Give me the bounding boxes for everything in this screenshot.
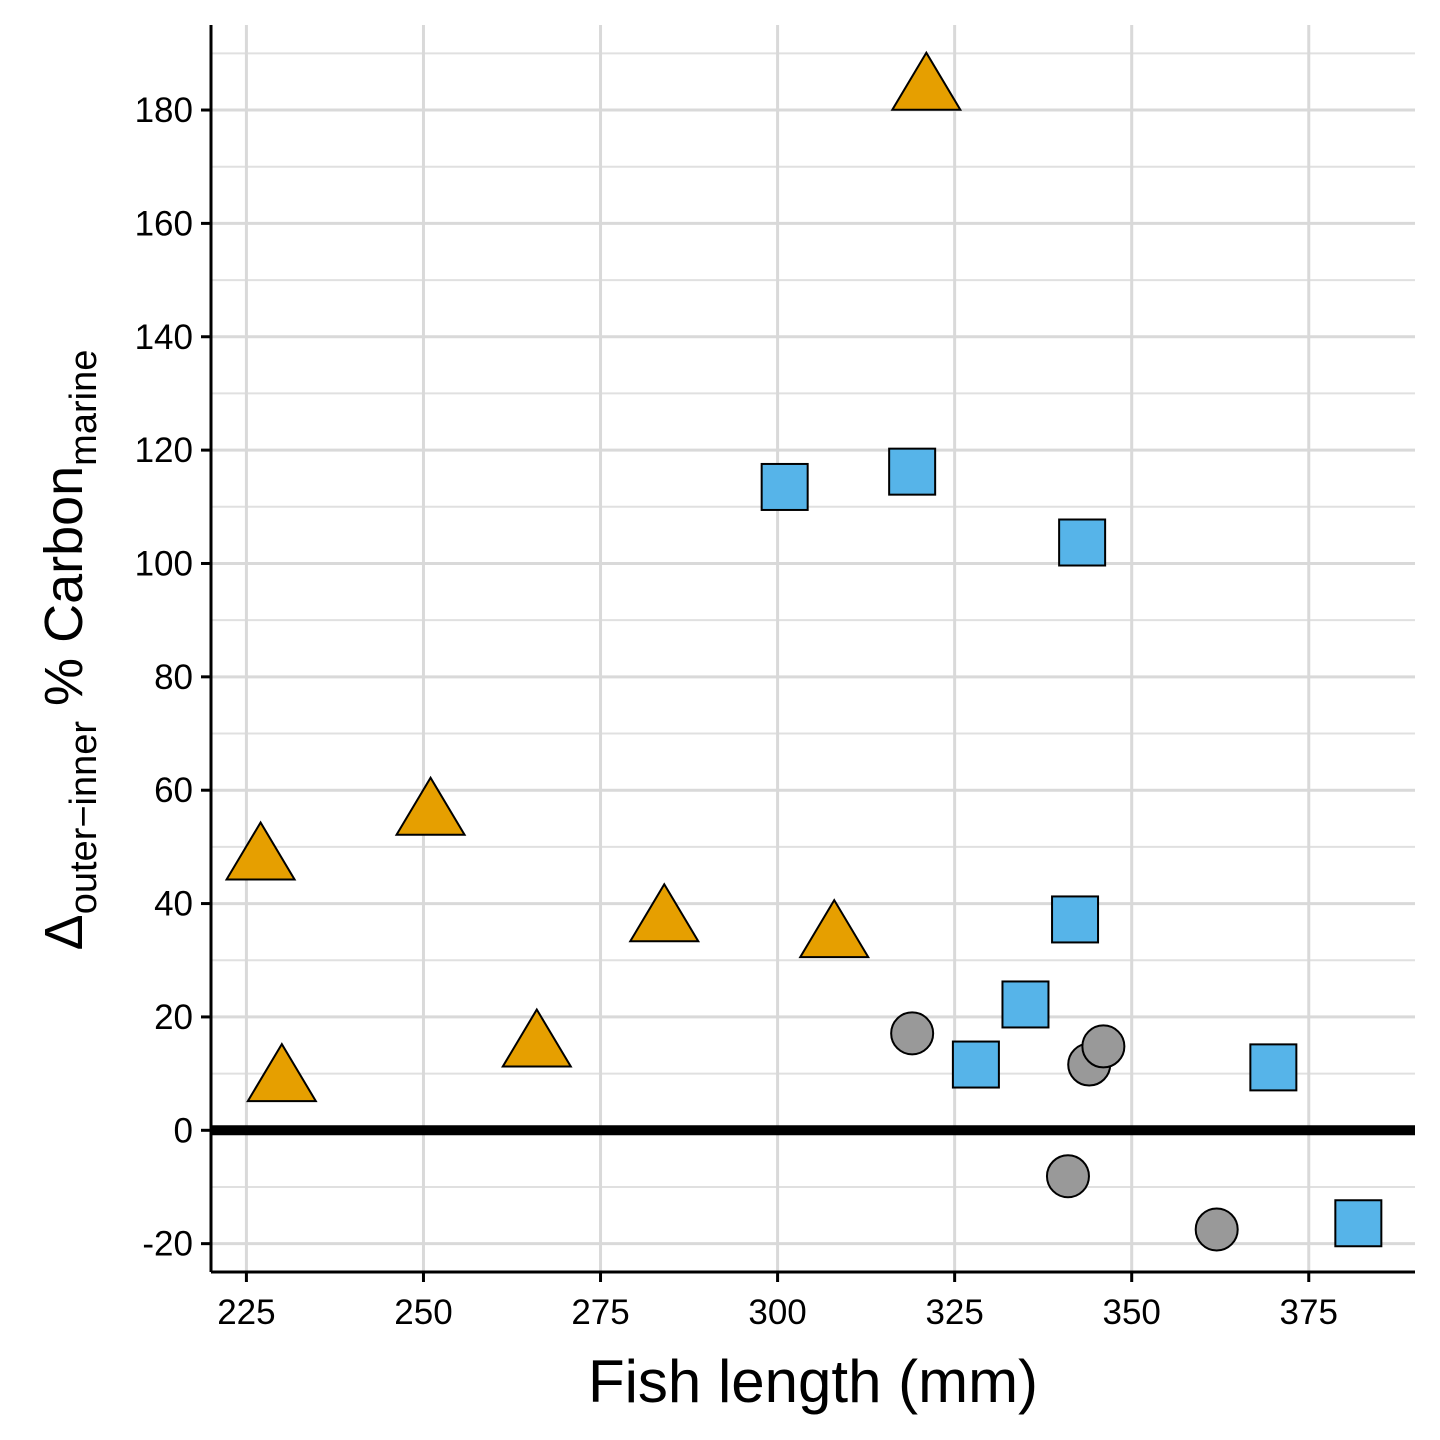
x-tick-label: 225 — [217, 1293, 275, 1332]
y-tick-label: 80 — [154, 658, 193, 697]
y-tick-label: 40 — [154, 885, 193, 924]
triangle-point — [394, 775, 467, 836]
y-axis-title: Δouter−inner % Carbonmarine — [34, 350, 105, 951]
y-tick-label: 160 — [135, 204, 193, 243]
y-title-sub: outer−inner — [63, 721, 105, 915]
y-tick-label: 60 — [154, 771, 193, 810]
triangle-point — [628, 882, 701, 943]
x-tick-label: 300 — [748, 1293, 806, 1332]
square-point — [760, 462, 809, 511]
y-tick-label: 120 — [135, 431, 193, 470]
square-point — [1334, 1199, 1383, 1248]
y-title-delta: Δ — [34, 914, 94, 950]
y-title-sub: marine — [63, 350, 105, 466]
y-title-main: % Carbon — [34, 466, 94, 721]
y-tick-label: 140 — [135, 318, 193, 357]
circle-point — [890, 1011, 935, 1056]
y-tick-label: 20 — [154, 998, 193, 1037]
triangle-point — [890, 50, 963, 111]
square-point — [1051, 895, 1100, 944]
y-tick-label: -20 — [142, 1225, 193, 1264]
square-point — [951, 1040, 1000, 1089]
triangle-point — [798, 898, 871, 959]
y-tick-label: 180 — [135, 91, 193, 130]
square-point — [1058, 518, 1107, 567]
circle-point — [1081, 1024, 1126, 1069]
triangle-point — [246, 1042, 318, 1103]
x-tick-label: 325 — [925, 1293, 983, 1332]
circle-point — [1045, 1154, 1090, 1199]
circle-point — [1194, 1207, 1239, 1252]
square-point — [1001, 980, 1050, 1029]
y-tick-label: 100 — [135, 544, 193, 583]
triangle-point — [501, 1007, 573, 1068]
x-axis-title: Fish length (mm) — [588, 1348, 1038, 1415]
square-point — [1249, 1043, 1298, 1092]
x-tick-label: 250 — [394, 1293, 452, 1332]
triangle-point — [224, 820, 297, 881]
x-tick-label: 275 — [571, 1293, 629, 1332]
y-tick-label: 0 — [174, 1111, 193, 1150]
x-tick-label: 375 — [1280, 1293, 1338, 1332]
x-tick-label: 350 — [1103, 1293, 1161, 1332]
square-point — [888, 447, 937, 496]
